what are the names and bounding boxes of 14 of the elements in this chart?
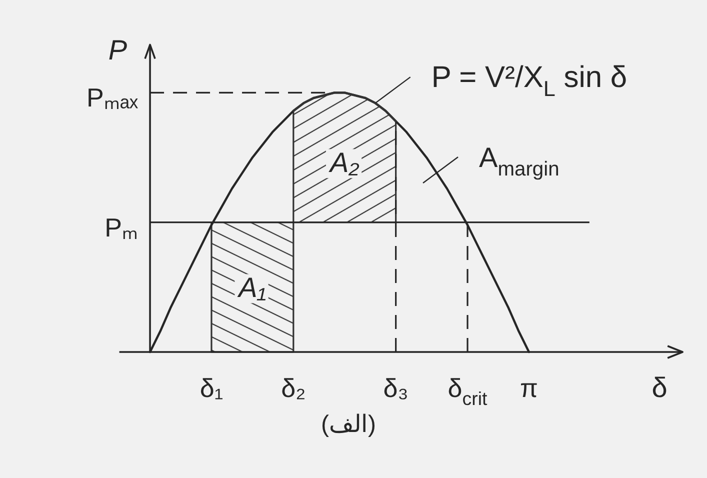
series-label: A₂ <box>328 147 360 178</box>
x-tick-label: δ₃ <box>383 373 408 403</box>
x-tick-label: δ₁ <box>200 373 224 403</box>
x-tick-label: δ₂ <box>281 373 306 403</box>
text: (الف) <box>321 411 376 438</box>
series-label: A₁ <box>236 272 266 304</box>
x-tick-label: π <box>520 373 538 403</box>
ref-line-label: Pₘₐₓ <box>86 82 138 113</box>
x-tick-label: δ$_{crit}$ <box>448 373 488 409</box>
annotation: A$_{margin}$ <box>479 142 560 180</box>
legend-label: P = V²/X$_{L}$ sin δ <box>431 61 628 102</box>
ref-line-label: Pₘ <box>104 212 138 242</box>
x-axis-title: δ <box>652 372 668 403</box>
y-axis-title: P <box>108 34 128 66</box>
